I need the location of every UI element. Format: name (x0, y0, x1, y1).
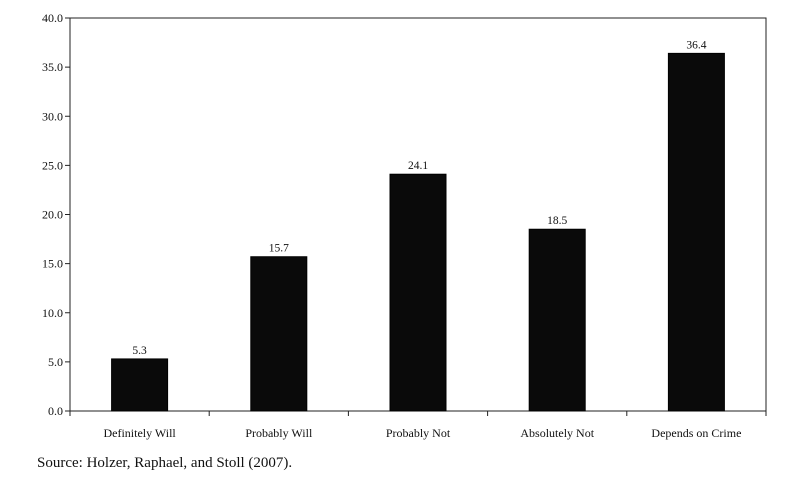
y-tick-label: 5.0 (48, 355, 63, 369)
bar-value-label: 15.7 (269, 243, 289, 255)
y-tick-label: 10.0 (42, 306, 63, 320)
y-tick-label: 30.0 (42, 109, 63, 123)
x-category-label: Probably Not (386, 426, 451, 440)
bar-value-label: 36.4 (686, 39, 706, 51)
bar (389, 173, 447, 412)
bar-value-label: 5.3 (132, 345, 147, 357)
bars-group (69, 52, 767, 416)
y-tick-label: 20.0 (42, 208, 63, 222)
x-category-label: Depends on Crime (651, 426, 741, 440)
y-tick-label: 15.0 (42, 257, 63, 271)
bar (528, 228, 586, 412)
bar (667, 52, 725, 412)
x-category-label: Definitely Will (103, 426, 176, 440)
y-axis-ticks: 0.0 5.0 10.0 15.0 20.0 25.0 30.0 35.0 40.0 (42, 11, 70, 418)
x-axis-labels: Definitely Will Probably Will Probably Not… (103, 426, 741, 440)
bar-value-label: 24.1 (408, 160, 428, 172)
y-tick-label: 25.0 (42, 158, 63, 172)
y-tick-label: 0.0 (48, 404, 63, 418)
data-labels-group: 5.3 15.7 24.1 18.5 36.4 (132, 39, 706, 357)
x-category-label: Absolutely Not (520, 426, 594, 440)
y-tick-label: 35.0 (42, 60, 63, 74)
bar (111, 358, 169, 412)
bar (250, 256, 308, 412)
x-category-label: Probably Will (245, 426, 313, 440)
source-note: Source: Holzer, Raphael, and Stoll (2007… (37, 455, 293, 471)
bar-value-label: 18.5 (547, 215, 567, 227)
y-tick-label: 40.0 (42, 11, 63, 25)
